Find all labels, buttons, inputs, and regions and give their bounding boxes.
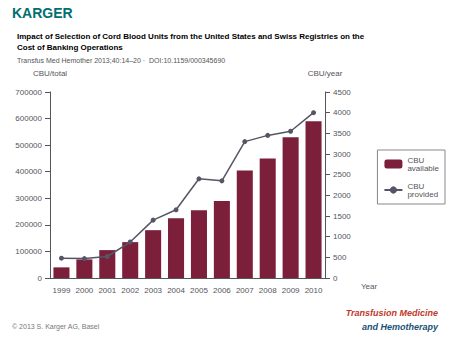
- svg-text:1500: 1500: [333, 212, 351, 221]
- svg-text:CBU: CBU: [407, 155, 425, 165]
- svg-text:2008: 2008: [259, 286, 277, 295]
- svg-text:© 2013 S. Karger AG, Basel: © 2013 S. Karger AG, Basel: [12, 323, 100, 331]
- svg-text:0: 0: [38, 274, 43, 283]
- svg-text:0: 0: [333, 274, 338, 283]
- svg-text:and Hemotherapy: and Hemotherapy: [362, 322, 439, 332]
- svg-text:700000: 700000: [15, 88, 42, 97]
- svg-text:Year: Year: [361, 282, 378, 291]
- svg-text:1000: 1000: [333, 232, 351, 241]
- svg-text:2001: 2001: [98, 286, 116, 295]
- svg-text:2002: 2002: [121, 286, 139, 295]
- svg-text:100000: 100000: [15, 247, 42, 256]
- svg-text:2000: 2000: [333, 191, 351, 200]
- svg-text:500: 500: [333, 253, 347, 262]
- svg-text:2009: 2009: [282, 286, 300, 295]
- svg-text:2005: 2005: [190, 286, 208, 295]
- svg-text:2000: 2000: [75, 286, 93, 295]
- svg-text:CBU/total: CBU/total: [33, 69, 67, 78]
- svg-text:KARGER: KARGER: [12, 5, 73, 21]
- svg-text:CBU: CBU: [407, 181, 425, 191]
- svg-text:600000: 600000: [15, 114, 42, 123]
- svg-text:4000: 4000: [333, 108, 351, 117]
- svg-text:1999: 1999: [53, 286, 71, 295]
- svg-text:2500: 2500: [333, 170, 351, 179]
- svg-text:3000: 3000: [333, 150, 351, 159]
- svg-text:200000: 200000: [15, 220, 42, 229]
- svg-text:CBU/year: CBU/year: [308, 69, 343, 78]
- svg-text:Transfusion Medicine: Transfusion Medicine: [346, 308, 438, 318]
- svg-text:4500: 4500: [333, 88, 351, 97]
- svg-text:2003: 2003: [144, 286, 162, 295]
- svg-text:Impact of Selection of Cord Bl: Impact of Selection of Cord Blood Units …: [17, 32, 365, 41]
- svg-text:available: available: [407, 164, 439, 173]
- svg-text:2006: 2006: [213, 286, 231, 295]
- svg-text:Cost of Banking Operations: Cost of Banking Operations: [17, 43, 123, 52]
- svg-text:2007: 2007: [236, 286, 254, 295]
- svg-text:2004: 2004: [167, 286, 185, 295]
- svg-text:3500: 3500: [333, 129, 351, 138]
- svg-text:Transfus Med Hemother 2013;40:: Transfus Med Hemother 2013;40:14–20 · DO…: [17, 57, 225, 64]
- svg-text:2010: 2010: [305, 286, 323, 295]
- svg-text:300000: 300000: [15, 194, 42, 203]
- svg-text:provided: provided: [407, 190, 438, 199]
- svg-text:400000: 400000: [15, 167, 42, 176]
- svg-text:500000: 500000: [15, 141, 42, 150]
